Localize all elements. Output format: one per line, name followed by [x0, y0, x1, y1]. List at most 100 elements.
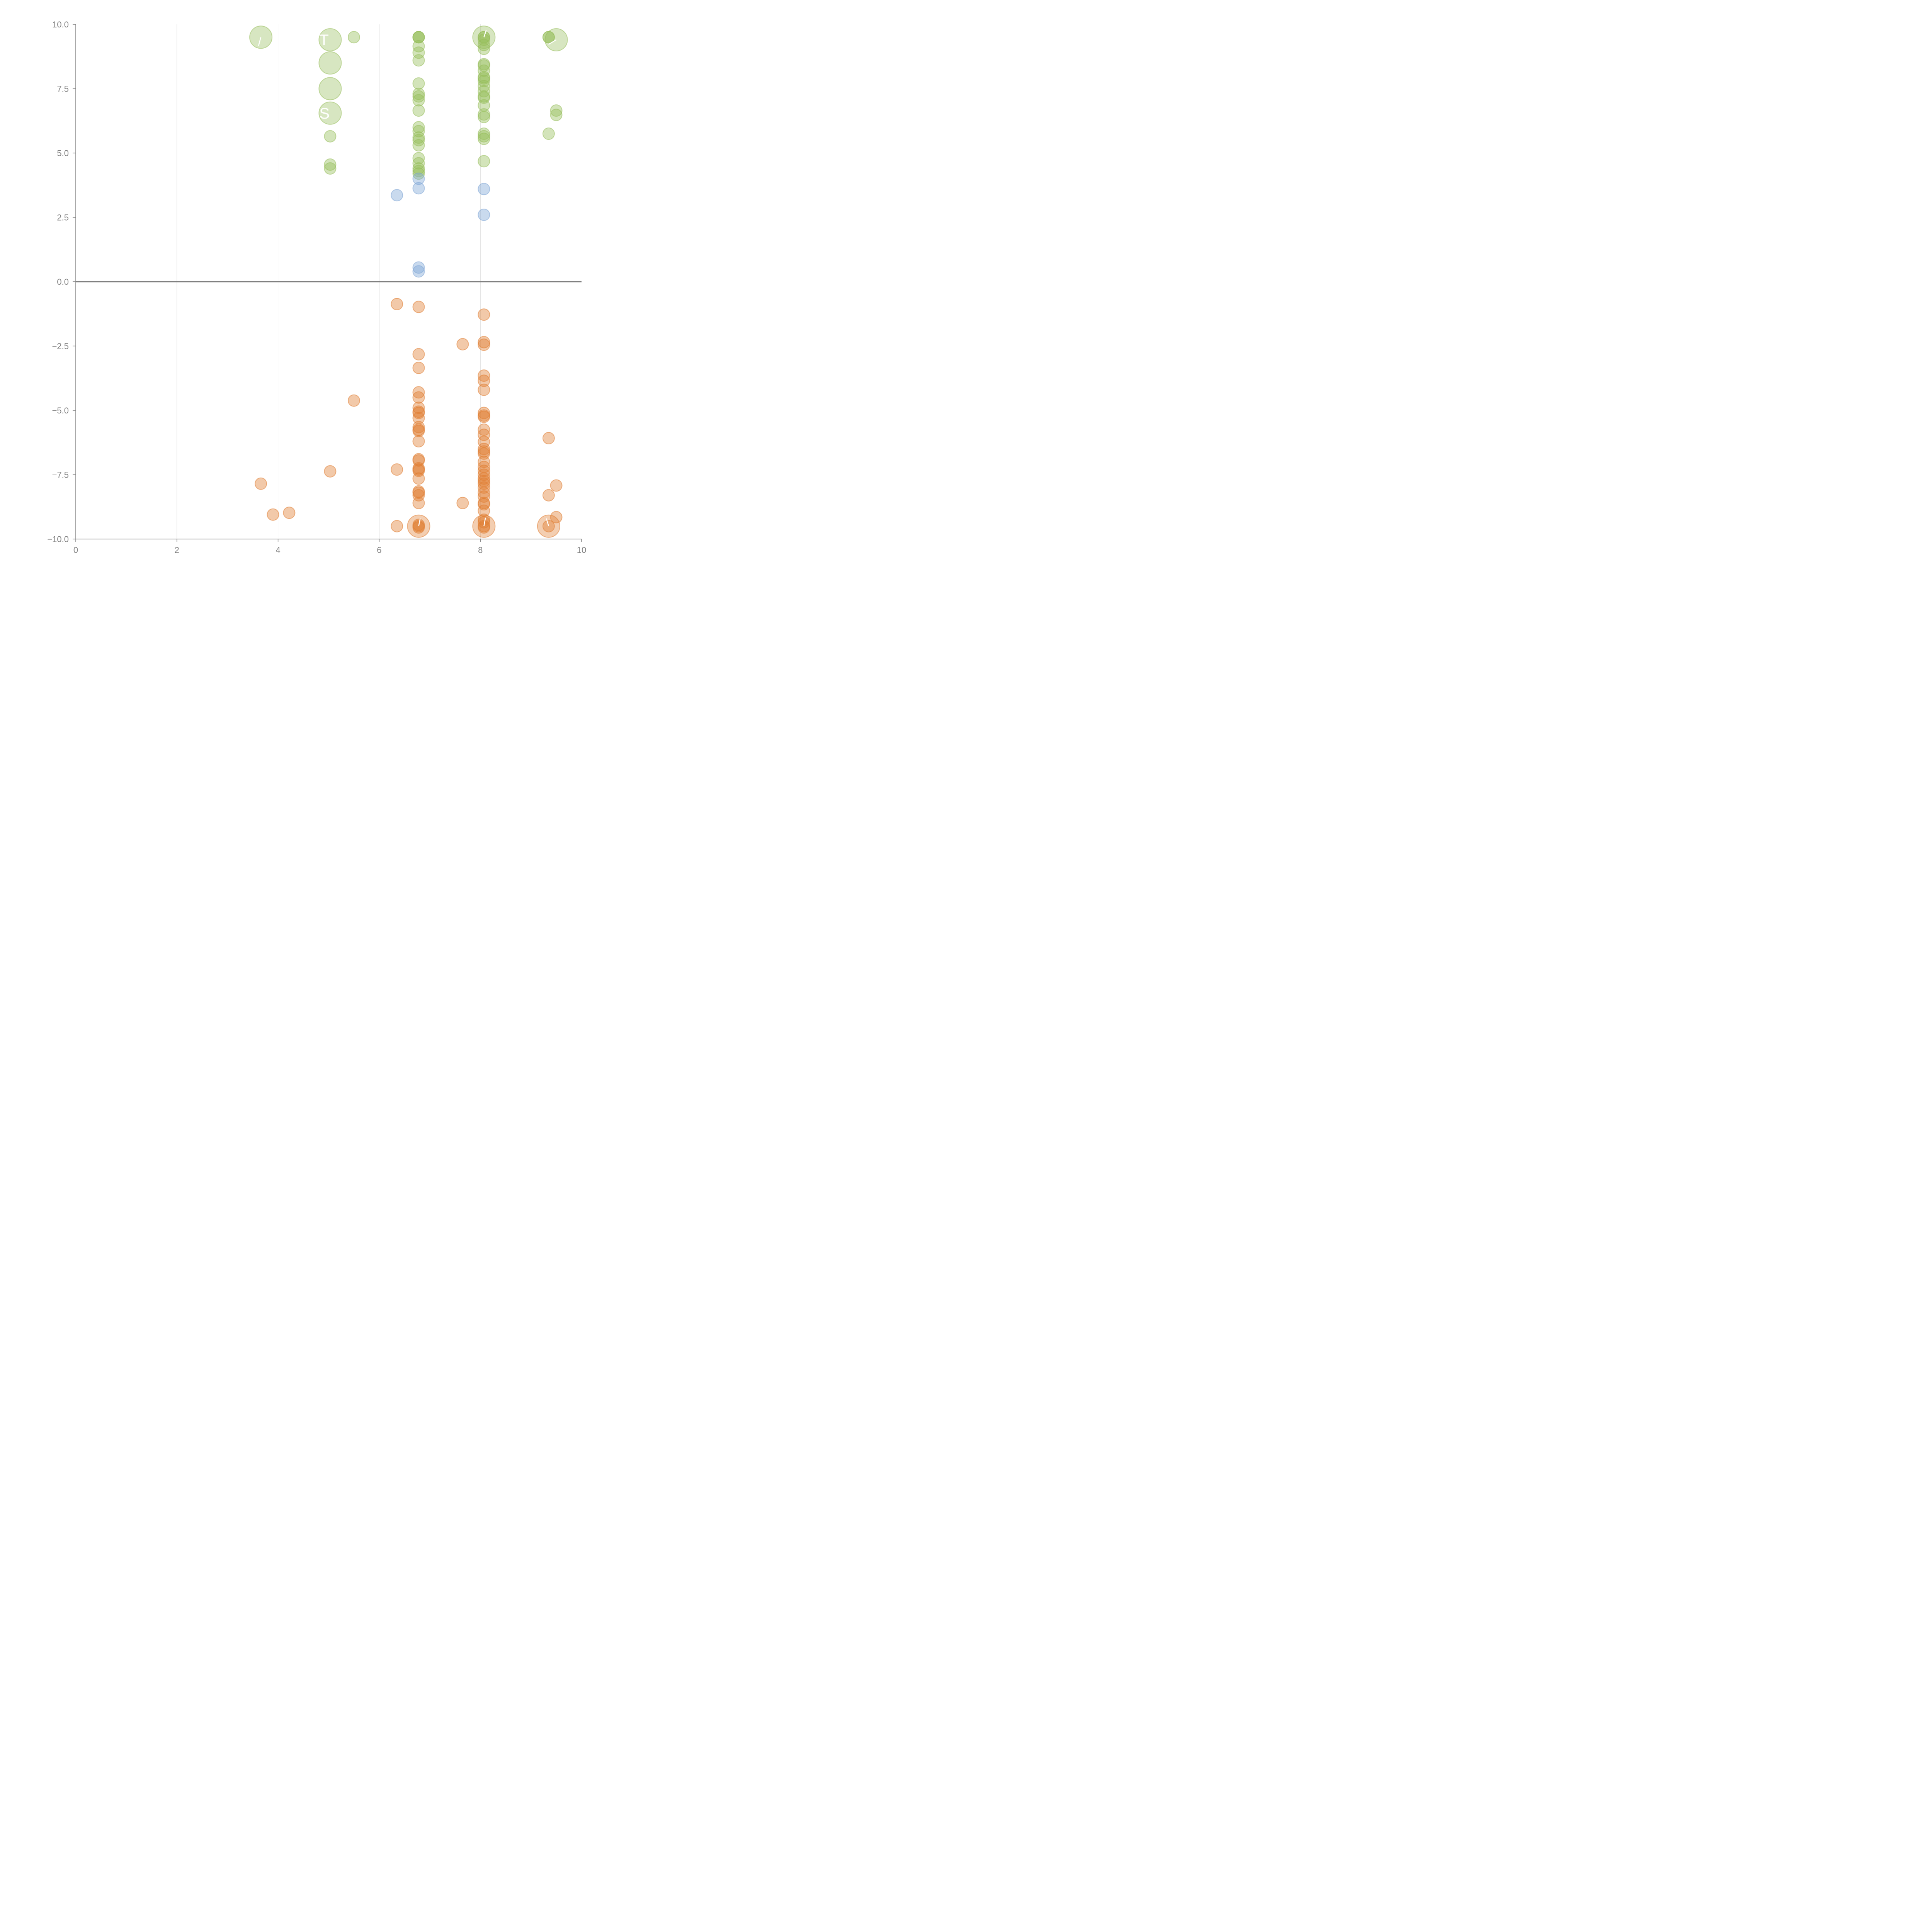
data-bubble: [412, 172, 425, 185]
data-bubble: [478, 481, 490, 494]
y-tick-label: 2.5: [57, 213, 69, 223]
data-bubble: [456, 497, 469, 509]
x-tick-label: 4: [276, 545, 280, 555]
x-tick-label: 2: [175, 545, 179, 555]
data-bubble: [324, 162, 337, 175]
data-bubble: [478, 498, 490, 511]
data-bubble: [347, 31, 360, 44]
data-bubble: [478, 85, 490, 98]
data-bubble: [412, 182, 425, 195]
bubble-label: T: [319, 32, 328, 49]
y-tick-label: 0.0: [57, 277, 69, 287]
axes: 0 2 4 6 8 10 10.0 7.5 5.0 2.5 0.0 −2.5 −5.0 −7.5 −10.0: [47, 20, 586, 555]
data-bubble: [478, 155, 490, 168]
data-bubble: [478, 130, 490, 143]
data-bubble: [478, 423, 490, 436]
data-bubble: [478, 33, 490, 46]
label-leader-line: [548, 39, 557, 45]
x-tick-label: 6: [377, 545, 381, 555]
y-tick-label: −10.0: [47, 534, 69, 544]
data-bubble: [412, 162, 425, 175]
data-bubble: [412, 486, 425, 499]
data-bubble: [478, 336, 490, 349]
data-bubble: [412, 362, 425, 374]
data-bubble: [478, 111, 490, 123]
data-bubble: [412, 139, 425, 152]
data-bubble: [478, 208, 490, 221]
y-tick-label: 7.5: [57, 84, 69, 94]
x-tick-label: 10: [577, 545, 586, 555]
data-bubble: [478, 308, 490, 321]
data-bubble: [412, 421, 425, 434]
data-bubble: [478, 442, 490, 455]
data-bubble: [283, 507, 296, 519]
data-bubble: [412, 90, 425, 103]
data-bubble: [324, 465, 337, 478]
data-bubble: [412, 94, 425, 107]
data-bubble: [347, 394, 360, 407]
data-bubble: [478, 429, 490, 441]
y-tick-label: −7.5: [52, 470, 69, 480]
data-bubble-large: [318, 28, 342, 51]
data-bubble: [412, 125, 425, 138]
data-bubble: [412, 401, 425, 414]
label-leader-line: [418, 518, 421, 526]
data-bubble: [478, 516, 490, 529]
data-bubble: [412, 167, 425, 180]
data-bubble: [478, 383, 490, 396]
x-tick-label: 0: [73, 545, 78, 555]
data-bubble: [478, 468, 490, 481]
chart-container: 0 2 4 6 8 10 10.0 7.5 5.0 2.5 0.0 −2.5 −5.0 −7.5 −10.0…: [0, 0, 604, 604]
label-leader-line: [483, 30, 487, 37]
data-bubble: [412, 425, 425, 437]
data-bubble: [412, 87, 425, 100]
data-bubble: [412, 77, 425, 90]
data-bubble: [412, 265, 425, 278]
bubble-label: S: [319, 105, 330, 122]
data-bubble: [478, 456, 490, 468]
data-bubble-large: [318, 77, 342, 100]
x-tick-label: 8: [478, 545, 483, 555]
data-bubble: [412, 104, 425, 117]
data-bubble: [478, 108, 490, 121]
data-bubble: [550, 511, 563, 524]
data-bubble: [324, 158, 337, 171]
data-bubble: [412, 134, 425, 146]
scatter-chart: 0 2 4 6 8 10 10.0 7.5 5.0 2.5 0.0 −2.5 −5.0 −7.5 −10.0…: [47, 20, 586, 555]
label-leader-line: [483, 517, 486, 526]
data-bubble: [391, 189, 403, 202]
data-bubble: [456, 338, 469, 350]
label-leader-line: [546, 518, 549, 527]
data-bubble: [478, 410, 490, 423]
data-bubble: [550, 104, 563, 117]
data-bubble: [478, 43, 490, 55]
data-bubble: [478, 406, 490, 419]
data-bubble: [412, 40, 425, 53]
data-bubble: [412, 301, 425, 313]
data-bubble: [412, 121, 425, 134]
data-bubble: [391, 520, 403, 532]
data-bubble: [391, 463, 403, 476]
data-bubble: [412, 391, 425, 404]
data-bubble: [412, 54, 425, 67]
data-bubble: [412, 435, 425, 447]
data-bubble: [478, 472, 490, 485]
data-bubble: [412, 406, 425, 419]
data-bubble: [542, 489, 555, 502]
data-bubble: [412, 348, 425, 361]
data-bubble: [478, 39, 490, 51]
data-bubble: [542, 432, 555, 444]
data-bubble: [324, 130, 337, 143]
data-bubble: [478, 75, 490, 87]
data-bubble: [412, 521, 425, 534]
data-bubble: [550, 479, 563, 492]
data-bubble: [542, 128, 555, 140]
data-bubble: [478, 521, 490, 534]
data-bubble: [478, 477, 490, 490]
data-bubble: [412, 386, 425, 399]
data-bubble: [550, 109, 563, 121]
data-bubble: [412, 152, 425, 165]
data-bubble: [267, 508, 279, 521]
data-bubble: [412, 497, 425, 509]
data-bubble: [412, 31, 425, 44]
